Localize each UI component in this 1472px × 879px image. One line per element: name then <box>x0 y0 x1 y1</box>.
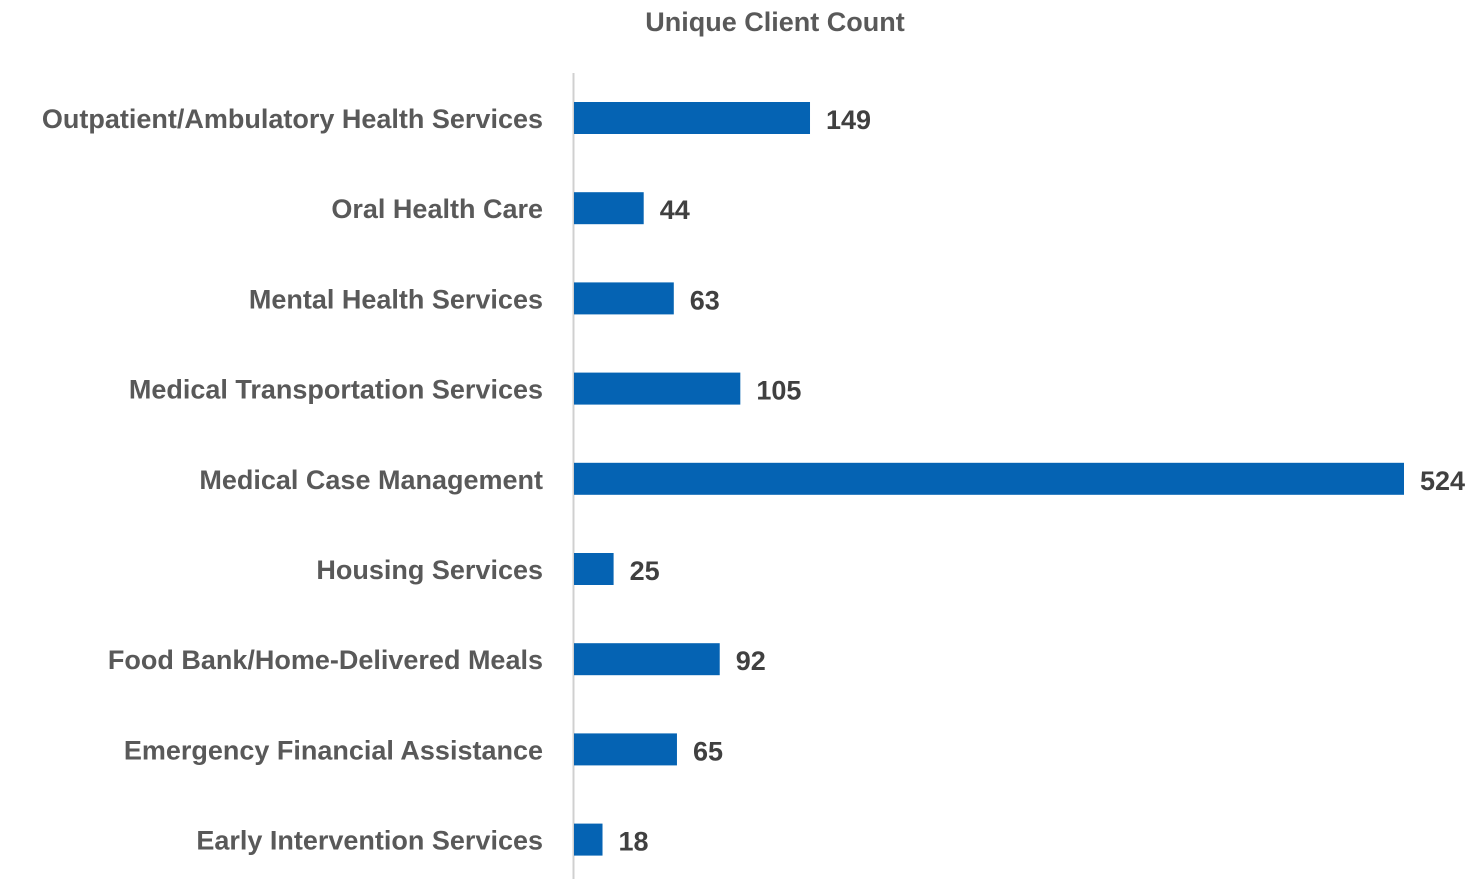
bar <box>574 282 674 315</box>
category-label: Food Bank/Home-Delivered Meals <box>108 645 543 675</box>
category-label: Outpatient/Ambulatory Health Services <box>42 104 543 134</box>
category-label: Medical Case Management <box>199 465 543 495</box>
data-label: 149 <box>826 105 871 135</box>
bar <box>574 102 811 134</box>
category-label: Emergency Financial Assistance <box>124 735 543 765</box>
category-label: Mental Health Services <box>249 284 543 314</box>
category-label: Housing Services <box>316 555 543 585</box>
data-label: 63 <box>690 285 720 315</box>
data-label: 65 <box>693 736 723 766</box>
data-label: 524 <box>1420 466 1465 496</box>
bar <box>574 462 1404 495</box>
category-label: Early Intervention Services <box>196 826 543 856</box>
bar <box>574 643 720 676</box>
chart-title: Unique Client Count <box>645 7 904 37</box>
category-label: Medical Transportation Services <box>129 375 543 405</box>
category-label: Oral Health Care <box>331 194 543 224</box>
bar <box>574 192 644 225</box>
data-label: 105 <box>756 376 801 406</box>
data-label: 25 <box>630 556 660 586</box>
bar <box>574 823 603 856</box>
bars-group: Outpatient/Ambulatory Health Services 149… <box>42 102 1465 857</box>
bar <box>574 553 614 585</box>
data-label: 44 <box>660 195 690 225</box>
data-label: 92 <box>736 646 766 676</box>
bar <box>574 733 677 766</box>
bar <box>574 372 741 405</box>
data-label: 18 <box>619 827 649 857</box>
